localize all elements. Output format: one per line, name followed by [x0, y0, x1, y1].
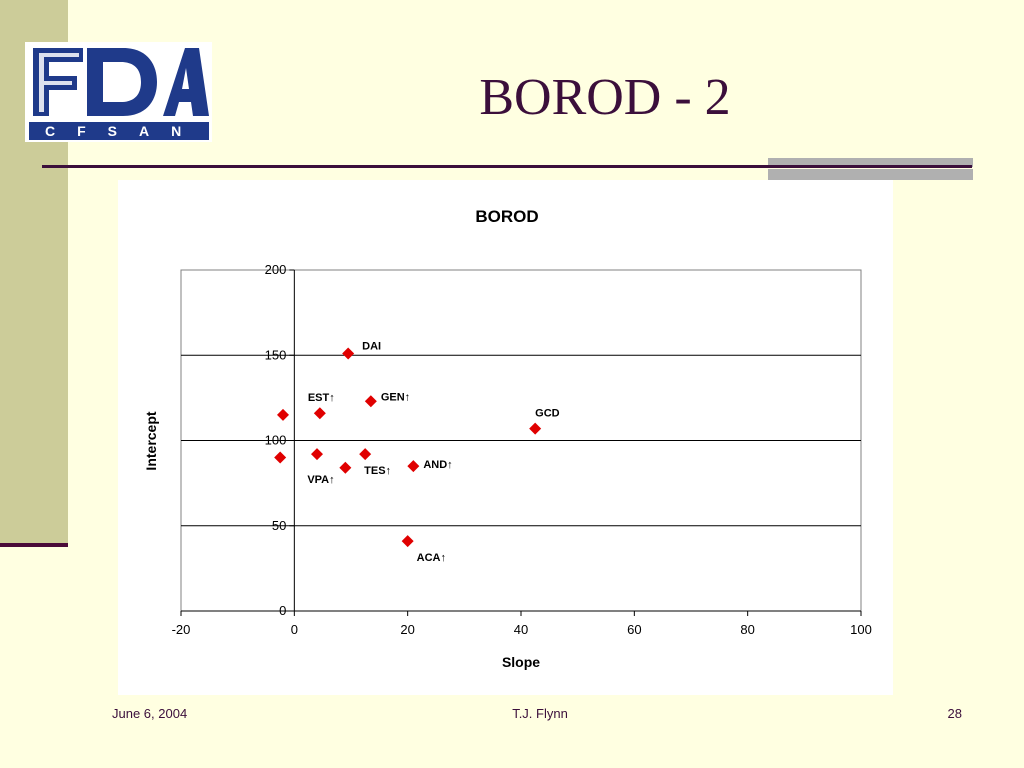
data-point: [529, 422, 542, 435]
data-label: DAI: [362, 341, 381, 353]
data-label: ACA↑: [417, 552, 446, 564]
y-tick-label: 100: [265, 433, 287, 448]
x-tick-label: 20: [400, 622, 414, 637]
data-label: GEN↑: [381, 391, 410, 403]
data-point: [407, 460, 420, 473]
data-point: [401, 535, 414, 548]
footer-author: T.J. Flynn: [512, 706, 568, 721]
data-label: AND↑: [423, 459, 452, 471]
y-tick-label: 150: [265, 347, 287, 362]
title-rule: [42, 165, 972, 168]
sidebar-rule: [0, 543, 68, 547]
fda-cfsan-logo: CFSAN: [25, 42, 212, 142]
x-tick-label: 100: [850, 622, 872, 637]
page-number: 28: [947, 706, 962, 721]
footer-date: June 6, 2004: [112, 706, 188, 721]
data-label: VPA↑: [307, 474, 334, 486]
x-tick-label: 40: [514, 622, 528, 637]
data-point: [274, 451, 287, 464]
title-rule-stripe: [768, 167, 973, 169]
title-rule-gray: [768, 158, 973, 180]
data-point: [342, 347, 355, 360]
data-point: [364, 395, 377, 408]
chart-title: BOROD: [475, 207, 538, 226]
data-point: [277, 408, 289, 421]
y-axis-label: Intercept: [143, 411, 159, 470]
data-point: [359, 448, 372, 461]
x-tick-label: 80: [740, 622, 754, 637]
x-tick-label: 0: [291, 622, 298, 637]
svg-text:CFSAN: CFSAN: [45, 123, 203, 139]
data-point: [339, 461, 352, 474]
x-tick-label: -20: [172, 622, 191, 637]
chart-panel: BOROD 050100150200-20020406080100DAIEST↑…: [118, 180, 893, 695]
data-label: GCD: [535, 408, 560, 420]
x-axis-label: Slope: [502, 654, 540, 670]
y-tick-label: 50: [272, 518, 286, 533]
x-tick-label: 60: [627, 622, 641, 637]
data-label: TES↑: [364, 465, 391, 477]
data-point: [311, 448, 323, 461]
data-label: EST↑: [308, 392, 335, 404]
scatter-chart: BOROD 050100150200-20020406080100DAIEST↑…: [143, 207, 872, 670]
data-point: [313, 407, 326, 420]
y-tick-label: 200: [265, 262, 287, 277]
slide-title: BOROD - 2: [479, 69, 731, 126]
